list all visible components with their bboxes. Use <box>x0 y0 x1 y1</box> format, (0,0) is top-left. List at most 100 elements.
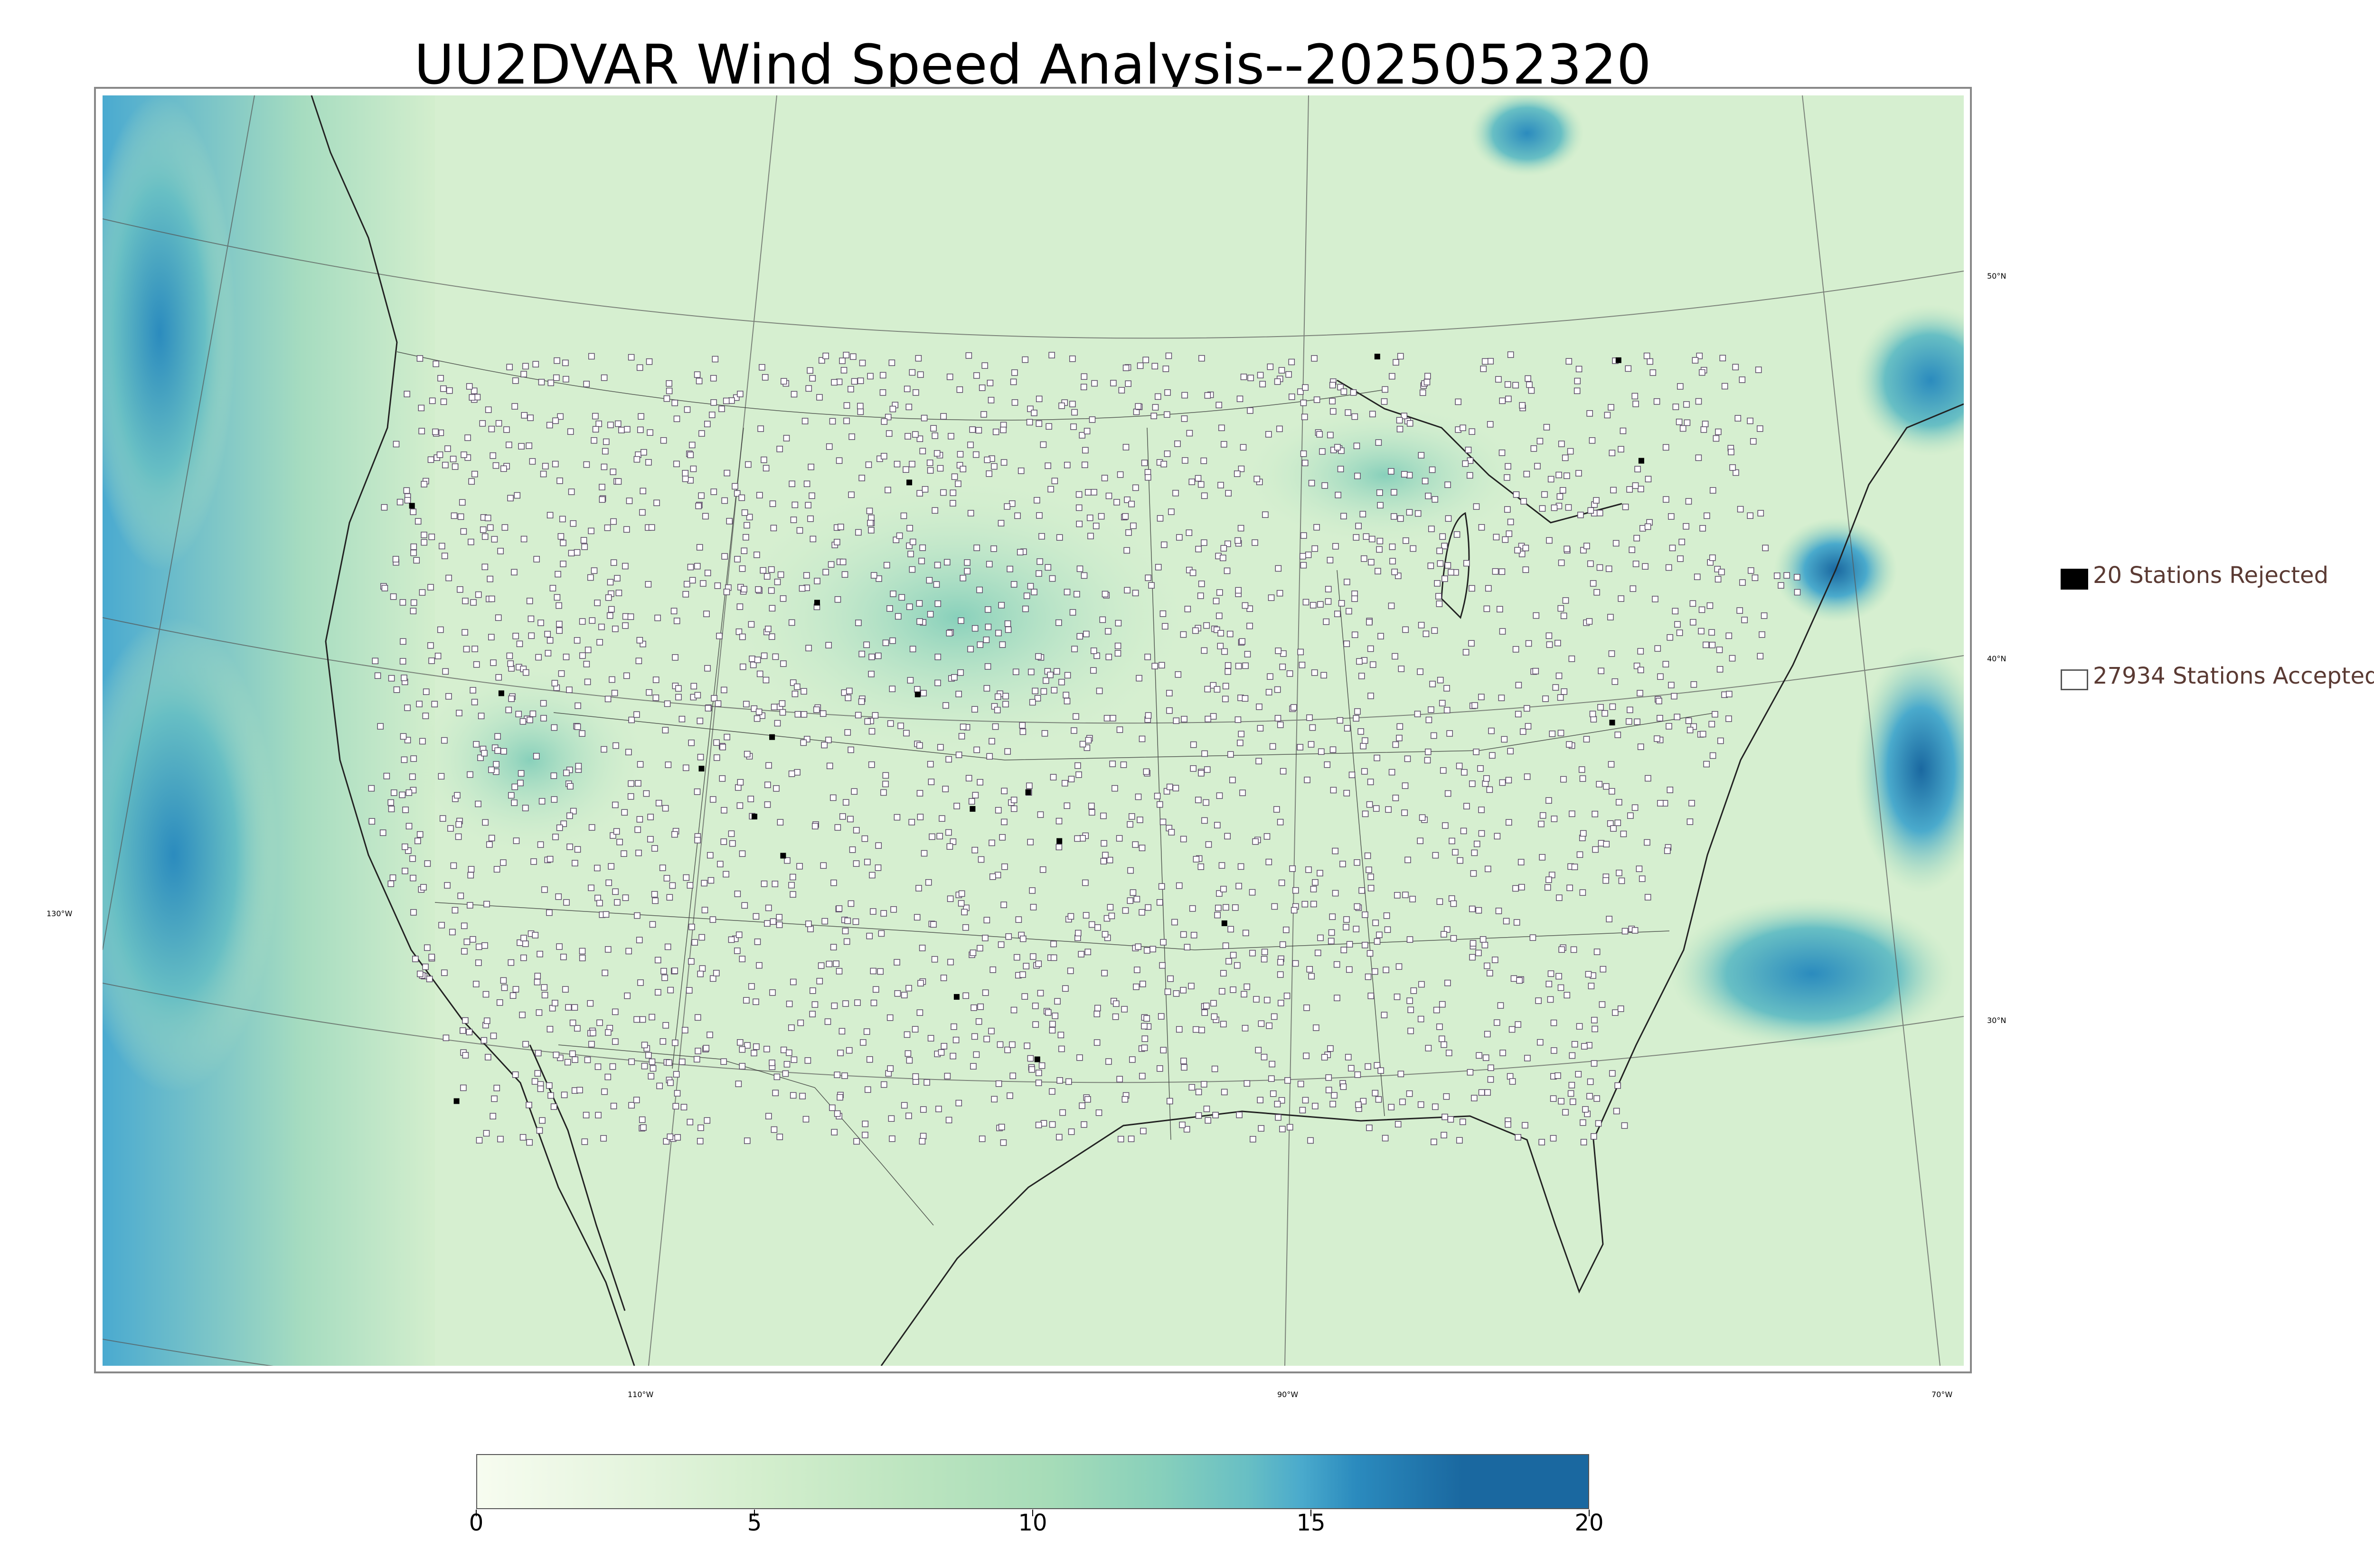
accepted-station-marker <box>700 580 707 587</box>
accepted-station-marker <box>1222 683 1229 690</box>
accepted-station-marker <box>965 352 972 359</box>
accepted-station-marker <box>1716 666 1724 673</box>
accepted-station-marker <box>519 718 527 725</box>
accepted-station-marker <box>1545 884 1551 891</box>
accepted-station-marker <box>979 1136 986 1142</box>
accepted-station-marker <box>1076 633 1083 640</box>
accepted-station-marker <box>596 1019 603 1026</box>
accepted-station-marker <box>1284 1077 1291 1084</box>
accepted-station-marker <box>575 763 582 770</box>
accepted-station-marker <box>551 680 558 686</box>
accepted-station-marker <box>1592 1025 1598 1033</box>
accepted-station-marker <box>467 771 473 778</box>
accepted-station-marker <box>1027 839 1034 845</box>
accepted-station-marker <box>1010 1006 1017 1014</box>
rejected-station-marker <box>1609 720 1615 726</box>
accepted-station-marker <box>1396 723 1404 730</box>
accepted-station-marker <box>416 831 424 838</box>
accepted-station-marker <box>484 1017 490 1024</box>
accepted-station-marker <box>1106 856 1113 864</box>
accepted-station-marker <box>915 885 922 892</box>
accepted-station-marker <box>1334 995 1340 1001</box>
accepted-station-marker <box>552 834 559 840</box>
accepted-station-marker <box>754 657 761 663</box>
accepted-station-marker <box>1188 1084 1196 1091</box>
accepted-station-marker <box>1122 907 1129 914</box>
accepted-station-marker <box>1367 885 1375 892</box>
accepted-station-marker <box>1225 490 1232 497</box>
lat-label-50n: 50°N <box>1987 272 2007 281</box>
accepted-station-marker <box>511 569 518 576</box>
accepted-station-marker <box>390 593 397 600</box>
accepted-station-marker <box>710 488 717 495</box>
accepted-station-marker <box>1227 926 1234 933</box>
accepted-station-marker <box>493 866 500 873</box>
accepted-station-marker <box>621 850 627 857</box>
accepted-station-marker <box>426 976 433 983</box>
accepted-station-marker <box>1471 1095 1478 1101</box>
accepted-station-marker <box>1311 545 1318 552</box>
accepted-station-marker <box>675 685 682 692</box>
accepted-station-marker <box>1081 373 1088 380</box>
accepted-station-marker <box>1431 1138 1437 1145</box>
accepted-station-marker <box>1444 926 1451 933</box>
accepted-station-marker <box>1100 812 1107 819</box>
accepted-station-marker <box>1569 1052 1576 1059</box>
accepted-station-marker <box>1652 596 1658 602</box>
accepted-station-marker <box>673 1071 680 1078</box>
accepted-station-marker <box>1278 1000 1284 1006</box>
accepted-station-marker <box>1052 1013 1058 1019</box>
accepted-station-marker <box>1235 883 1242 890</box>
accepted-station-marker <box>1567 1090 1574 1097</box>
accepted-station-marker <box>1418 452 1425 459</box>
map-panel[interactable] <box>94 87 1972 1373</box>
accepted-station-marker <box>800 739 807 746</box>
accepted-station-marker <box>528 615 535 622</box>
accepted-station-marker <box>1551 1047 1557 1054</box>
accepted-station-marker <box>626 498 633 504</box>
accepted-station-marker <box>1358 887 1365 894</box>
accepted-station-marker <box>1071 727 1077 734</box>
accepted-station-marker <box>772 1089 779 1097</box>
accepted-station-marker <box>555 893 562 900</box>
accepted-station-marker <box>1385 806 1392 813</box>
accepted-station-marker <box>791 1056 798 1063</box>
accepted-station-marker <box>1204 392 1211 399</box>
accepted-station-marker <box>990 545 997 552</box>
accepted-station-marker <box>1009 1041 1016 1048</box>
accepted-station-marker <box>940 975 947 981</box>
accepted-station-marker <box>1113 499 1120 506</box>
accepted-station-marker <box>836 968 843 975</box>
accepted-station-marker <box>396 498 404 506</box>
accepted-station-marker <box>868 653 875 660</box>
accepted-station-marker <box>1048 352 1055 358</box>
accepted-station-marker <box>1329 913 1336 920</box>
accepted-station-marker <box>1089 416 1096 423</box>
accepted-station-marker <box>1551 816 1558 822</box>
accepted-station-marker <box>588 884 594 892</box>
accepted-station-marker <box>1203 1003 1210 1009</box>
accepted-station-marker <box>1629 546 1635 553</box>
accepted-station-marker <box>1045 462 1051 469</box>
accepted-station-marker <box>788 619 795 626</box>
accepted-station-marker <box>1444 481 1451 488</box>
accepted-station-marker <box>945 1117 952 1124</box>
accepted-station-marker <box>1499 628 1506 635</box>
accepted-station-marker <box>802 1116 810 1123</box>
accepted-station-marker <box>1252 539 1258 546</box>
accepted-station-marker <box>1203 622 1210 629</box>
accepted-station-marker <box>1186 430 1193 437</box>
accepted-station-marker <box>661 974 668 981</box>
accepted-station-marker <box>1375 1096 1382 1103</box>
accepted-station-marker <box>839 813 846 820</box>
accepted-station-marker <box>1035 1121 1042 1128</box>
accepted-station-marker <box>444 882 451 889</box>
accepted-station-marker <box>942 786 949 792</box>
wind-speed-map[interactable] <box>103 95 1964 1366</box>
accepted-station-marker <box>666 380 672 387</box>
accepted-station-marker <box>493 761 499 768</box>
accepted-station-marker <box>1198 355 1205 362</box>
accepted-station-marker <box>718 405 725 413</box>
accepted-station-marker <box>1492 568 1499 575</box>
accepted-station-marker <box>1327 557 1334 563</box>
